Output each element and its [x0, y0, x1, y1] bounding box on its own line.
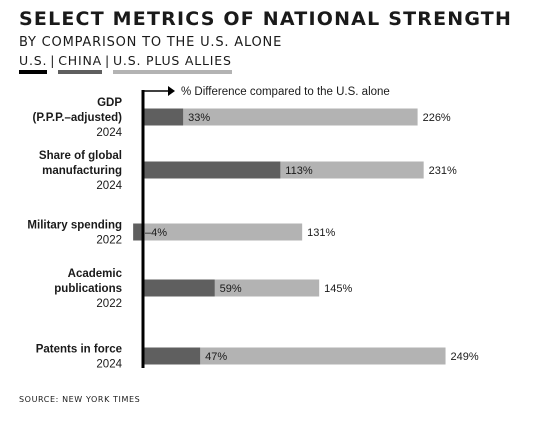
category-label: Share of global	[39, 150, 122, 162]
legend: U.S. | CHINA | U.S. PLUS ALLIES	[19, 53, 232, 74]
bar-china	[143, 347, 201, 365]
category-year: 2024	[96, 180, 122, 192]
chart-title: SELECT METRICS OF NATIONAL STRENGTH	[19, 8, 513, 30]
category-year: 2022	[96, 298, 122, 310]
data-label-us-plus-allies: 145%	[324, 283, 352, 295]
bar-china	[143, 279, 215, 297]
bar-us-plus-allies	[143, 108, 418, 126]
legend-separator: |	[50, 53, 56, 68]
data-label-china: 33%	[188, 112, 210, 124]
legend-separator: |	[104, 53, 110, 68]
category-label: Academic	[68, 268, 123, 280]
bar-us-plus-allies	[143, 223, 303, 241]
axis-arrowhead	[168, 86, 175, 96]
data-label-us-plus-allies: 231%	[429, 165, 457, 177]
source-note: SOURCE: NEW YORK TIMES	[19, 395, 141, 404]
data-label-us-plus-allies: 249%	[451, 351, 479, 363]
category-year: 2024	[96, 127, 122, 139]
data-label-us-plus-allies: 131%	[307, 227, 335, 239]
data-label-china: 113%	[285, 165, 313, 177]
data-label-us-plus-allies: 226%	[423, 112, 451, 124]
axis-annotation: % Difference compared to the U.S. alone	[181, 86, 390, 98]
category-label: manufacturing	[42, 165, 122, 177]
bar-china	[143, 108, 184, 126]
legend-item-china: CHINA	[58, 53, 102, 74]
category-year: 2024	[96, 359, 122, 371]
category-label: (P.P.P.–adjusted)	[33, 112, 123, 124]
category-label: GDP	[97, 97, 122, 109]
data-label-china: –4%	[145, 227, 167, 239]
data-label-china: 47%	[205, 351, 227, 363]
category-label: Military spending	[27, 220, 122, 232]
bar-china	[143, 161, 281, 179]
category-label: publications	[54, 283, 122, 295]
legend-item-us: U.S.	[19, 53, 48, 74]
category-label: Patents in force	[36, 344, 122, 356]
bar-us-plus-allies	[143, 347, 446, 365]
category-year: 2022	[96, 235, 122, 247]
data-label-china: 59%	[220, 283, 242, 295]
bar-china	[133, 223, 143, 241]
legend-item-us-plus-allies: U.S. PLUS ALLIES	[112, 53, 232, 74]
chart-subtitle: BY COMPARISON TO THE U.S. ALONE	[19, 35, 283, 50]
